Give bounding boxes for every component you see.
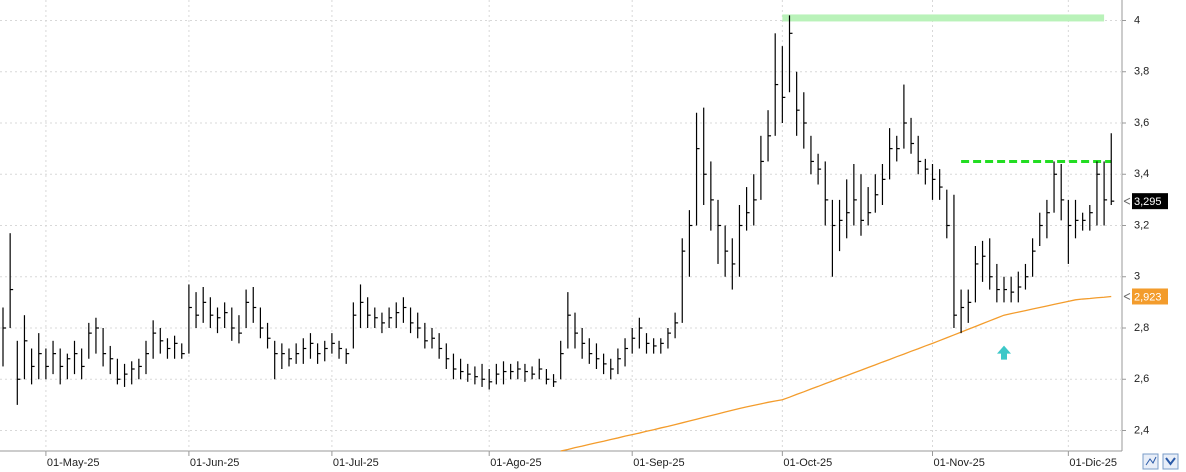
y-tick-label: 3,2 — [1134, 219, 1149, 231]
moving-average-label-box — [1132, 288, 1168, 305]
y-tick-label: 3 — [1134, 271, 1140, 283]
zoom-button[interactable] — [1142, 453, 1159, 470]
x-tick-label: 01-Jul-25 — [333, 457, 379, 469]
last-close-label: 3,295 — [1134, 196, 1162, 208]
scroll-button[interactable] — [1162, 453, 1179, 470]
y-tick-label: 4 — [1134, 14, 1140, 26]
last-close-label-pointer — [1123, 197, 1131, 205]
last-close-label-box — [1132, 193, 1168, 210]
zoom-icon — [1145, 456, 1157, 466]
signal-arrow — [997, 345, 1011, 360]
scroll-icon — [1165, 457, 1176, 466]
y-tick-label: 2,6 — [1134, 373, 1149, 385]
y-tick-label: 2,8 — [1134, 322, 1149, 334]
x-tick-label: 01-Jun-25 — [190, 457, 240, 469]
x-tick-label: 01-May-25 — [47, 457, 100, 469]
x-tick-label: 01-Dic-25 — [1069, 457, 1117, 469]
moving-average-label-pointer — [1123, 293, 1131, 300]
resistance-band — [782, 14, 1105, 22]
y-tick-label: 3,8 — [1134, 66, 1149, 78]
x-tick-label: 01-Ago-25 — [490, 457, 541, 469]
y-tick-label: 3,4 — [1134, 168, 1149, 180]
moving-average-line — [560, 295, 1112, 452]
x-tick-label: 01-Sep-25 — [633, 457, 684, 469]
x-tick-label: 01-Nov-25 — [934, 457, 985, 469]
moving-average-label: 2,923 — [1134, 291, 1162, 303]
y-tick-label: 3,6 — [1134, 117, 1149, 129]
y-tick-label: 2,4 — [1134, 424, 1149, 436]
x-tick-label: 01-Oct-25 — [783, 457, 832, 469]
